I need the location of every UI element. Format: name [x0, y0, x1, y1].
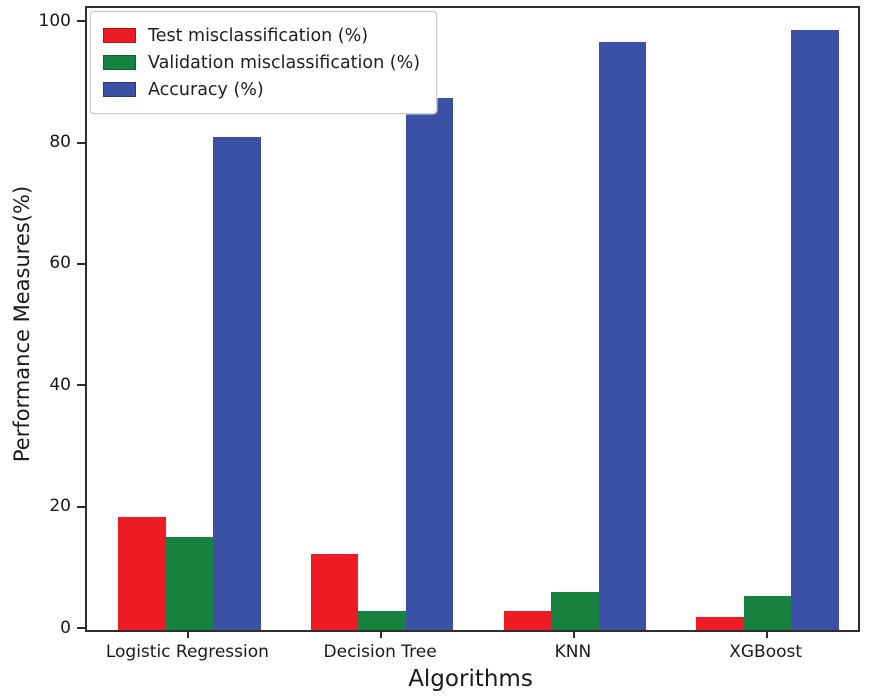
x-tick-label: XGBoost	[729, 642, 803, 662]
bar-xgboost-series-2	[791, 30, 839, 630]
legend: Test misclassification (%) Validation mi…	[90, 11, 438, 114]
bar-logistic-regression-series-2	[213, 136, 261, 630]
y-tick-mark	[77, 384, 85, 387]
x-tick-mark	[765, 630, 768, 638]
y-tick-label: 80	[49, 132, 71, 153]
plot-area	[85, 6, 860, 632]
bar-logistic-regression-series-0	[118, 516, 166, 630]
y-tick-mark	[77, 262, 85, 265]
y-tick-label: 0	[60, 617, 71, 638]
legend-swatch-blue	[103, 82, 136, 97]
bar-logistic-regression-series-1	[165, 536, 214, 630]
bar-decision-tree-series-2	[405, 98, 454, 630]
y-tick-mark	[77, 505, 85, 508]
legend-item-test-misclassification: Test misclassification (%)	[103, 22, 420, 49]
y-axis-label: Performance Measures(%)	[10, 185, 34, 463]
x-tick-label: Decision Tree	[323, 642, 437, 662]
y-tick-mark	[77, 141, 85, 144]
bar-xgboost-series-0	[696, 616, 744, 630]
y-tick-label: 40	[49, 374, 71, 395]
y-tick-label: 100	[38, 10, 71, 31]
x-tick-mark	[380, 630, 383, 638]
bar-decision-tree-series-0	[310, 553, 359, 630]
x-tick-label: Logistic Regression	[105, 642, 269, 662]
y-tick-mark	[77, 627, 85, 629]
x-tick-mark	[572, 630, 575, 638]
bar-xgboost-series-1	[743, 596, 792, 630]
legend-label: Validation misclassification (%)	[148, 52, 421, 73]
legend-label: Accuracy (%)	[148, 79, 264, 100]
x-tick-mark	[187, 630, 190, 638]
bar-knn-series-1	[551, 592, 599, 630]
bar-knn-series-0	[503, 611, 552, 630]
legend-swatch-red	[103, 28, 136, 43]
x-tick-label: KNN	[554, 642, 592, 662]
legend-item-accuracy: Accuracy (%)	[103, 76, 420, 103]
legend-label: Test misclassification (%)	[148, 25, 369, 46]
y-tick-label: 20	[49, 496, 71, 517]
bar-decision-tree-series-1	[358, 611, 406, 630]
legend-item-validation-misclassification: Validation misclassification (%)	[103, 49, 420, 76]
bar-knn-series-2	[598, 41, 647, 630]
y-tick-mark	[77, 20, 85, 23]
x-axis-label: Algorithms	[408, 666, 533, 692]
legend-swatch-green	[103, 55, 136, 70]
y-tick-label: 60	[49, 253, 71, 274]
